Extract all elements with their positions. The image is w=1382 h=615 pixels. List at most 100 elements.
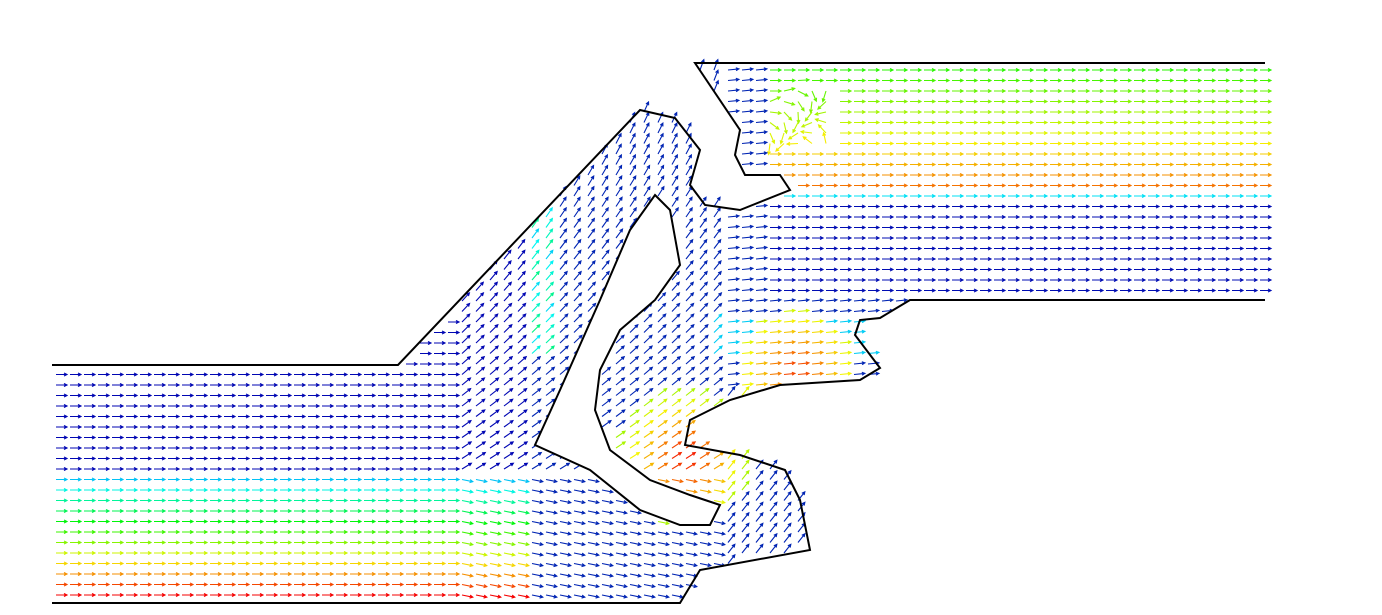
vector-arrow	[601, 573, 614, 578]
vector-arrow	[308, 425, 321, 429]
vector-arrow	[1064, 267, 1077, 272]
vector-arrow	[420, 519, 433, 524]
vector-arrow	[1022, 152, 1035, 156]
vector-arrow	[657, 398, 668, 407]
vector-arrow	[252, 582, 265, 587]
vector-arrow	[881, 298, 895, 303]
vector-arrow	[531, 573, 544, 578]
vector-arrow	[196, 456, 209, 461]
vector-arrow	[56, 561, 69, 566]
vector-arrow	[224, 530, 237, 534]
vector-arrow	[741, 480, 750, 491]
vector-arrow	[924, 152, 937, 156]
vector-arrow	[854, 246, 867, 251]
vector-arrow	[685, 355, 696, 365]
vector-arrow	[952, 120, 965, 125]
vector-arrow	[559, 334, 569, 344]
vector-arrow	[1190, 110, 1203, 114]
vector-arrow	[182, 488, 195, 492]
vector-arrow	[980, 141, 993, 146]
vector-arrow	[741, 350, 755, 355]
vector-arrow	[1204, 141, 1217, 146]
vector-arrow	[322, 572, 335, 576]
vector-arrow	[294, 467, 307, 471]
vector-arrow	[70, 488, 83, 492]
vector-arrow	[938, 89, 951, 93]
vector-arrow	[196, 498, 209, 503]
vector-arrow	[1260, 246, 1273, 251]
vector-arrow	[475, 510, 488, 515]
vector-arrow	[615, 196, 623, 207]
vector-arrow	[769, 469, 778, 480]
vector-arrow	[938, 194, 951, 198]
vector-arrow	[1050, 141, 1063, 146]
vector-arrow	[420, 351, 433, 356]
vector-arrow	[238, 467, 251, 471]
vector-arrow	[1036, 246, 1049, 251]
vector-arrow	[966, 89, 979, 93]
vector-arrow	[952, 89, 965, 93]
vector-arrow	[938, 131, 951, 135]
vector-arrow	[1078, 131, 1091, 135]
vector-arrow	[1022, 99, 1035, 104]
vector-arrow	[84, 593, 97, 597]
vector-arrow	[573, 313, 583, 323]
vector-arrow	[531, 366, 542, 375]
vector-arrow	[434, 383, 447, 387]
vector-arrow	[825, 361, 839, 366]
vector-arrow	[685, 398, 696, 407]
vector-arrow	[924, 78, 937, 83]
vector-arrow	[840, 141, 853, 146]
vector-arrow	[741, 140, 755, 145]
vector-arrow	[503, 270, 512, 281]
vector-arrow	[755, 119, 769, 124]
vector-arrow	[741, 543, 750, 554]
vector-arrow	[896, 78, 909, 83]
vector-arrow	[559, 291, 569, 302]
vector-arrow	[629, 409, 640, 417]
vector-arrow	[784, 204, 797, 209]
vector-arrow	[629, 419, 640, 428]
vector-arrow	[840, 204, 853, 209]
vector-arrow	[1232, 152, 1245, 156]
vector-arrow	[910, 278, 923, 282]
vector-arrow	[56, 446, 69, 450]
vector-arrow	[994, 267, 1007, 272]
vector-arrow	[378, 488, 391, 492]
vector-arrow	[966, 162, 979, 167]
vector-arrow	[882, 141, 895, 146]
vector-arrow	[56, 383, 69, 387]
vector-arrow	[671, 409, 682, 417]
vector-arrow	[601, 499, 614, 505]
vector-arrow	[238, 414, 251, 419]
vector-arrow	[461, 520, 474, 526]
vector-arrow	[475, 541, 488, 547]
vector-arrow	[629, 122, 636, 134]
vector-arrow	[1232, 89, 1245, 93]
vector-arrow	[601, 185, 609, 197]
vector-arrow	[1120, 131, 1133, 135]
vector-arrow	[825, 350, 839, 355]
vector-arrow	[475, 594, 488, 599]
vector-arrow	[154, 582, 167, 587]
vector-arrow	[797, 319, 811, 324]
vector-arrow	[154, 414, 167, 419]
vector-arrow	[727, 501, 736, 512]
vector-arrow	[545, 510, 558, 515]
vector-arrow	[573, 206, 581, 218]
vector-arrow	[238, 456, 251, 461]
vector-arrow	[587, 302, 597, 312]
vector-arrow	[1218, 236, 1231, 240]
vector-arrow	[406, 456, 419, 461]
vector-arrow	[1148, 267, 1161, 272]
vector-arrow	[643, 185, 651, 197]
vector-arrow	[461, 451, 473, 459]
vector-arrow	[601, 260, 610, 270]
vector-arrow	[517, 409, 528, 417]
vector-arrow	[980, 288, 993, 293]
vector-arrow	[1092, 194, 1105, 198]
vector-arrow	[966, 225, 979, 230]
vector-arrow	[84, 446, 97, 450]
vector-arrow	[210, 551, 223, 555]
vector-arrow	[70, 383, 83, 387]
